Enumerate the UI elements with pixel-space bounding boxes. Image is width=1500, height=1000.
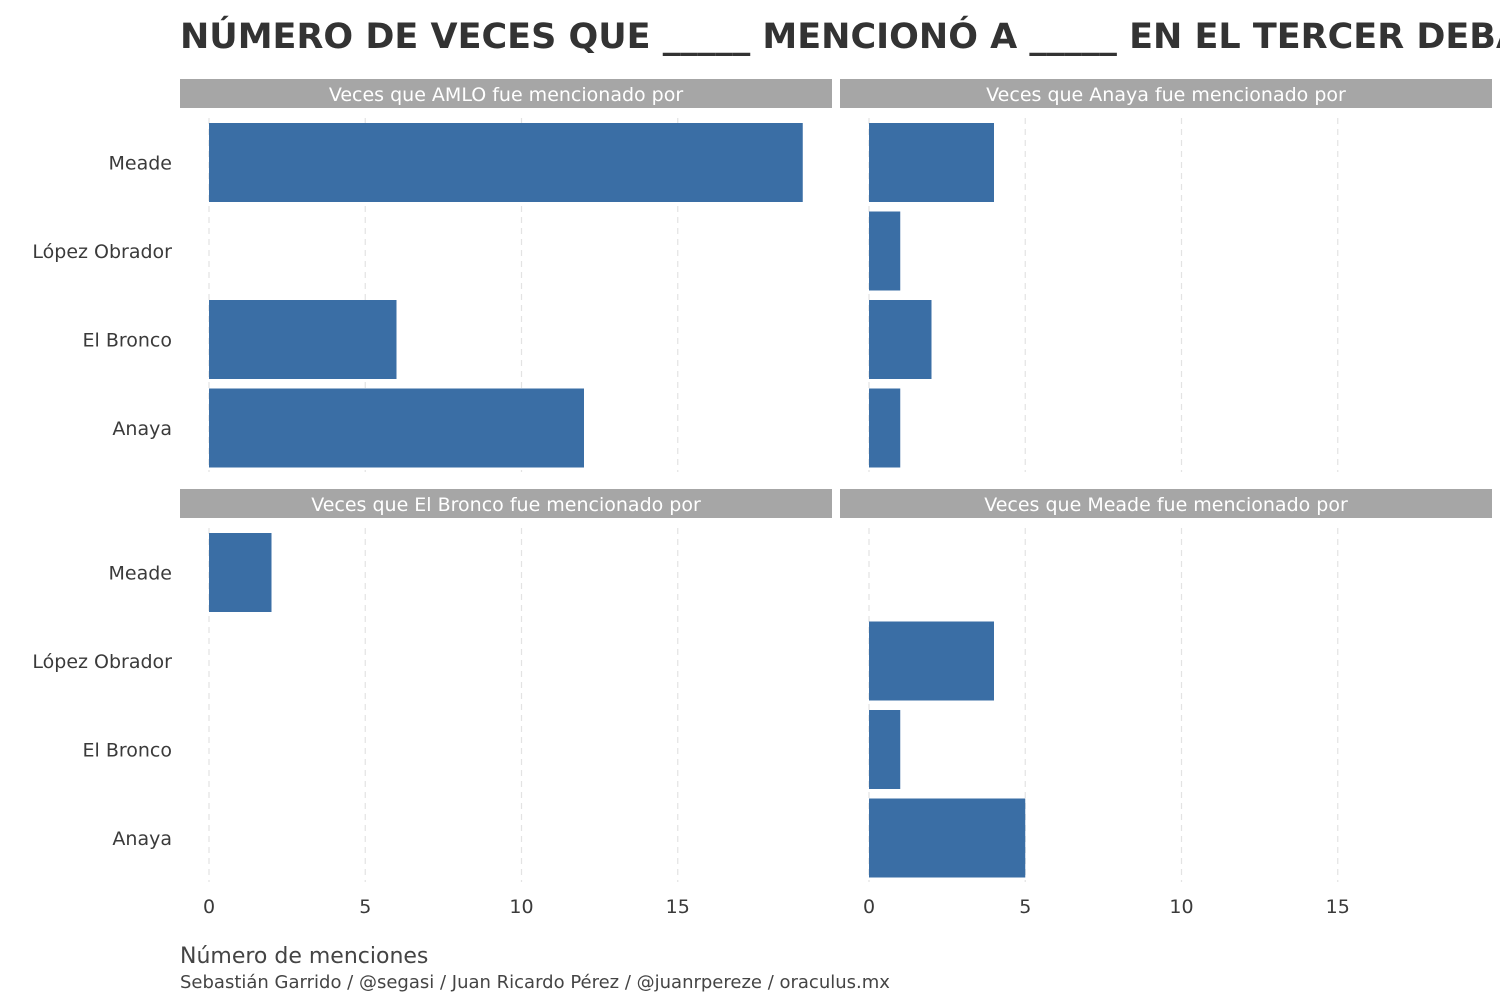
bar	[869, 123, 994, 202]
category-label: López Obrador	[32, 241, 172, 263]
x-tick-label: 0	[203, 896, 215, 918]
panel-strip-label: Veces que El Bronco fue mencionado por	[311, 494, 701, 516]
x-tick-label: 15	[1326, 896, 1350, 918]
x-tick-label: 10	[1169, 896, 1193, 918]
bar	[869, 211, 901, 291]
panel-strip	[180, 489, 832, 518]
bar	[209, 388, 584, 468]
x-tick-label: 15	[666, 896, 690, 918]
caption: Sebastián Garrido / @segasi / Juan Ricar…	[180, 972, 890, 993]
x-tick-label: 0	[863, 896, 875, 918]
category-label: López Obrador	[32, 651, 172, 673]
category-label: Meade	[109, 563, 172, 585]
bar	[869, 798, 1026, 878]
bar	[869, 710, 901, 789]
bar	[209, 533, 272, 612]
chart-title: NÚMERO DE VECES QUE _____ MENCIONÓ A ___…	[180, 15, 1500, 57]
x-tick-label: 10	[509, 896, 533, 918]
category-label: Anaya	[112, 828, 172, 850]
panel-strip	[840, 489, 1492, 518]
panel-strip-label: Veces que Meade fue mencionado por	[984, 494, 1348, 516]
panel-strip	[840, 79, 1492, 108]
category-label: El Bronco	[83, 740, 173, 762]
category-label: Anaya	[112, 418, 172, 440]
category-label: El Bronco	[83, 330, 173, 352]
bar	[209, 300, 397, 379]
bar	[869, 621, 994, 701]
category-label: Meade	[109, 153, 172, 175]
bar	[869, 300, 932, 379]
panel-strip-label: Veces que AMLO fue mencionado por	[329, 84, 684, 106]
panel-strip-label: Veces que Anaya fue mencionado por	[986, 84, 1346, 106]
bar	[869, 388, 901, 468]
panel-strip	[180, 79, 832, 108]
x-tick-label: 5	[359, 896, 371, 918]
x-tick-label: 5	[1019, 896, 1031, 918]
x-axis-label: Número de menciones	[180, 944, 428, 969]
bar	[209, 123, 803, 202]
